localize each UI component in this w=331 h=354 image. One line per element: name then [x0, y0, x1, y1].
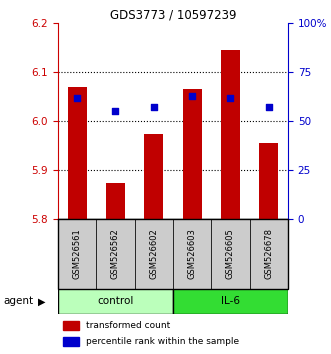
Bar: [250, 219, 288, 289]
Bar: [173, 219, 211, 289]
Bar: [106, 183, 125, 219]
Text: GSM526561: GSM526561: [72, 229, 82, 279]
Bar: [58, 219, 96, 289]
Text: ▶: ▶: [38, 296, 46, 307]
Text: GSM526603: GSM526603: [188, 229, 197, 279]
Bar: [259, 143, 278, 219]
Text: IL-6: IL-6: [221, 296, 240, 307]
Bar: [211, 219, 250, 289]
Text: control: control: [97, 296, 134, 307]
Bar: [63, 321, 79, 331]
Point: [151, 105, 157, 110]
Bar: [135, 219, 173, 289]
Point: [266, 105, 271, 110]
Text: transformed count: transformed count: [85, 321, 170, 330]
Bar: [221, 50, 240, 219]
Bar: [68, 87, 87, 219]
Text: GSM526562: GSM526562: [111, 229, 120, 279]
Bar: [58, 289, 173, 314]
Point: [74, 95, 80, 101]
Point: [189, 93, 195, 98]
Bar: [173, 289, 288, 314]
Text: GSM526678: GSM526678: [264, 228, 273, 280]
Text: agent: agent: [3, 296, 33, 307]
Text: GSM526605: GSM526605: [226, 229, 235, 279]
Point: [228, 95, 233, 101]
Text: percentile rank within the sample: percentile rank within the sample: [85, 337, 239, 346]
Bar: [182, 89, 202, 219]
Point: [113, 109, 118, 114]
Bar: [144, 133, 164, 219]
Title: GDS3773 / 10597239: GDS3773 / 10597239: [110, 9, 236, 22]
Bar: [96, 219, 135, 289]
Text: GSM526602: GSM526602: [149, 229, 158, 279]
Bar: [63, 337, 79, 346]
